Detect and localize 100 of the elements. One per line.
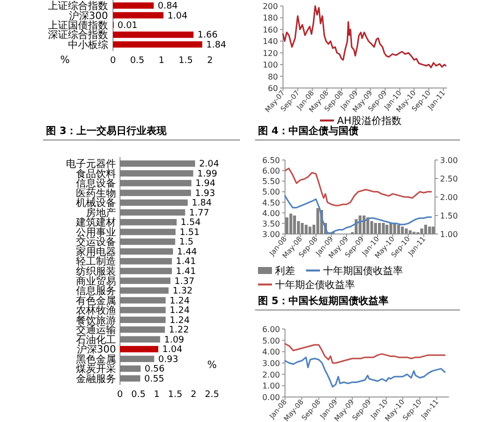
y-tick-label: 房地产 [86,206,116,219]
y-tick-label: 100 [262,60,278,70]
y-tick-label: 4.00 [262,348,280,357]
y-tick-label: 5.50 [262,177,280,186]
bar [113,2,154,9]
x-tick-label: 2.5 [204,390,220,400]
y-tick-label: 6.00 [262,325,280,334]
data-label: 0.55 [144,374,164,384]
x-tick-label: 1 [158,56,164,66]
data-label: 1.09 [164,335,184,346]
bar [120,375,140,382]
legend-label: 十年期企债收益率 [275,279,355,291]
y-tick-label: 6.00 [262,166,280,176]
y-tick-label: 3.00 [262,359,280,368]
y-tick-label: 120 [262,48,278,58]
y-tick-label: 公用事业 [76,226,116,238]
y-tick-label: 食品饮料 [76,168,116,180]
y-tick-label: 纺织服装 [76,266,116,278]
y-tick-label: 1.00 [262,382,280,391]
y-tick-label: 信息服务 [76,285,116,298]
y-tick-label: 3.50 [262,219,280,228]
y-tick-label: 3.00 [262,230,280,239]
chart-title: 图 4：中国企债与国债 [258,125,358,137]
bar [120,268,172,274]
data-label: 0.84 [158,2,178,12]
x-axis-title: % [60,55,70,66]
line-series [284,356,446,388]
bar [120,326,165,333]
data-label: 1.51 [180,228,200,238]
bar [120,219,177,226]
data-label: 1.37 [174,276,194,287]
bar [120,316,166,323]
y-tick-label: 180 [262,14,278,23]
bar [120,180,192,186]
data-label: 2.04 [199,160,220,170]
bar [120,346,158,352]
x-tick-label: 0 [117,390,124,400]
data-label: 1.41 [176,257,196,268]
line-series [284,195,432,234]
bar [120,228,176,236]
line-series [284,342,446,364]
y-tick-label: 5.00 [262,188,280,197]
bar [120,336,160,343]
y-tick-label: 金融服务 [76,372,116,385]
data-label: 1.84 [192,198,212,209]
data-label: 1.41 [176,267,196,277]
bar [120,356,154,362]
y-tick-label: 2.00 [262,370,280,380]
y2-tick-label: 1.50 [440,212,458,220]
legend-label: 十年期国债收益率 [323,265,403,277]
data-label: 1.54 [180,218,201,228]
bar [120,278,170,284]
y-tick-label: 5.00 [262,336,280,346]
x-tick-label: 0 [110,56,116,66]
line-series [282,5,446,68]
x-tick-label: 0.5 [131,390,146,400]
x-tick-label: 2 [190,390,196,400]
data-label: 1.24 [170,296,190,306]
bar [120,160,196,167]
y-tick-label: 60 [268,84,278,93]
chart-title: 图 3：上一交易日行业表现 [46,125,168,137]
y-tick-label: 黑色金属 [76,353,116,366]
data-label: 0.01 [117,21,138,31]
data-label: 1.93 [195,188,216,199]
y-tick-label: 上证国债指数 [48,20,108,32]
y-tick-label: 4.50 [262,198,280,208]
x-tick-label: 2 [207,56,213,66]
data-label: 0.56 [144,364,165,375]
legend-label: AH股溢价指数 [337,115,402,127]
y2-tick-label: 2.50 [440,174,458,184]
data-label: 1.24 [170,316,190,326]
bar [120,170,194,177]
y-tick-label: 石油化工 [76,334,116,346]
x-axis-title: % [207,360,217,371]
data-label: 1.99 [197,169,218,180]
bar [120,190,192,196]
data-label: 1.77 [189,208,210,218]
y-tick-label: 0.00 [262,393,280,402]
data-label: 1.84 [206,40,227,50]
y-tick-label: 160 [262,25,278,34]
bar [120,306,166,314]
data-label: 1.44 [176,247,198,258]
bar [120,287,169,294]
bar [120,365,141,372]
legend-label: 利差 [275,265,295,277]
x-tick-label: 1.5 [178,56,193,66]
y-tick-label: 中小板综 [68,38,108,51]
bar [120,248,173,255]
data-label: 1.22 [168,326,189,336]
y-tick-label: 200 [262,2,278,11]
bar [113,12,164,18]
y-tick-label: 140 [262,37,278,46]
data-label: 1.04 [167,11,188,22]
data-label: 0.93 [158,354,178,365]
y2-tick-label: 3.00 [440,156,458,165]
y-tick-label: 家用电器 [76,246,116,258]
y2-tick-label: 2.00 [440,193,458,202]
bar [113,41,202,48]
bar [120,238,176,245]
data-label: 1.66 [198,30,218,41]
